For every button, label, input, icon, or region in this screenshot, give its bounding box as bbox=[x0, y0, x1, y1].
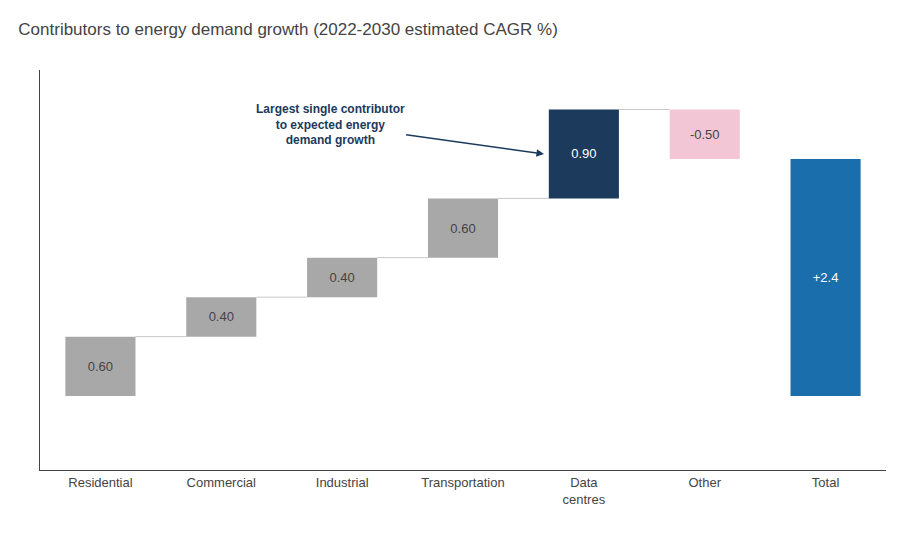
svg-text:Largest single contributorto e: Largest single contributorto expected en… bbox=[256, 102, 405, 147]
svg-text:+2.4: +2.4 bbox=[813, 270, 839, 285]
svg-text:0.40: 0.40 bbox=[329, 270, 354, 285]
svg-text:-0.50: -0.50 bbox=[690, 127, 720, 142]
svg-text:Transportation: Transportation bbox=[421, 475, 504, 490]
svg-text:Commercial: Commercial bbox=[187, 475, 256, 490]
svg-text:0.60: 0.60 bbox=[88, 359, 113, 374]
svg-text:0.40: 0.40 bbox=[209, 309, 234, 324]
svg-text:Residential: Residential bbox=[68, 475, 132, 490]
svg-text:Other: Other bbox=[688, 475, 721, 490]
svg-text:Datacentres: Datacentres bbox=[563, 475, 606, 507]
svg-text:Industrial: Industrial bbox=[316, 475, 369, 490]
svg-text:Total: Total bbox=[812, 475, 840, 490]
svg-text:Contributors to energy demand: Contributors to energy demand growth (20… bbox=[18, 20, 558, 39]
svg-text:0.60: 0.60 bbox=[450, 221, 475, 236]
svg-text:0.90: 0.90 bbox=[571, 146, 596, 161]
